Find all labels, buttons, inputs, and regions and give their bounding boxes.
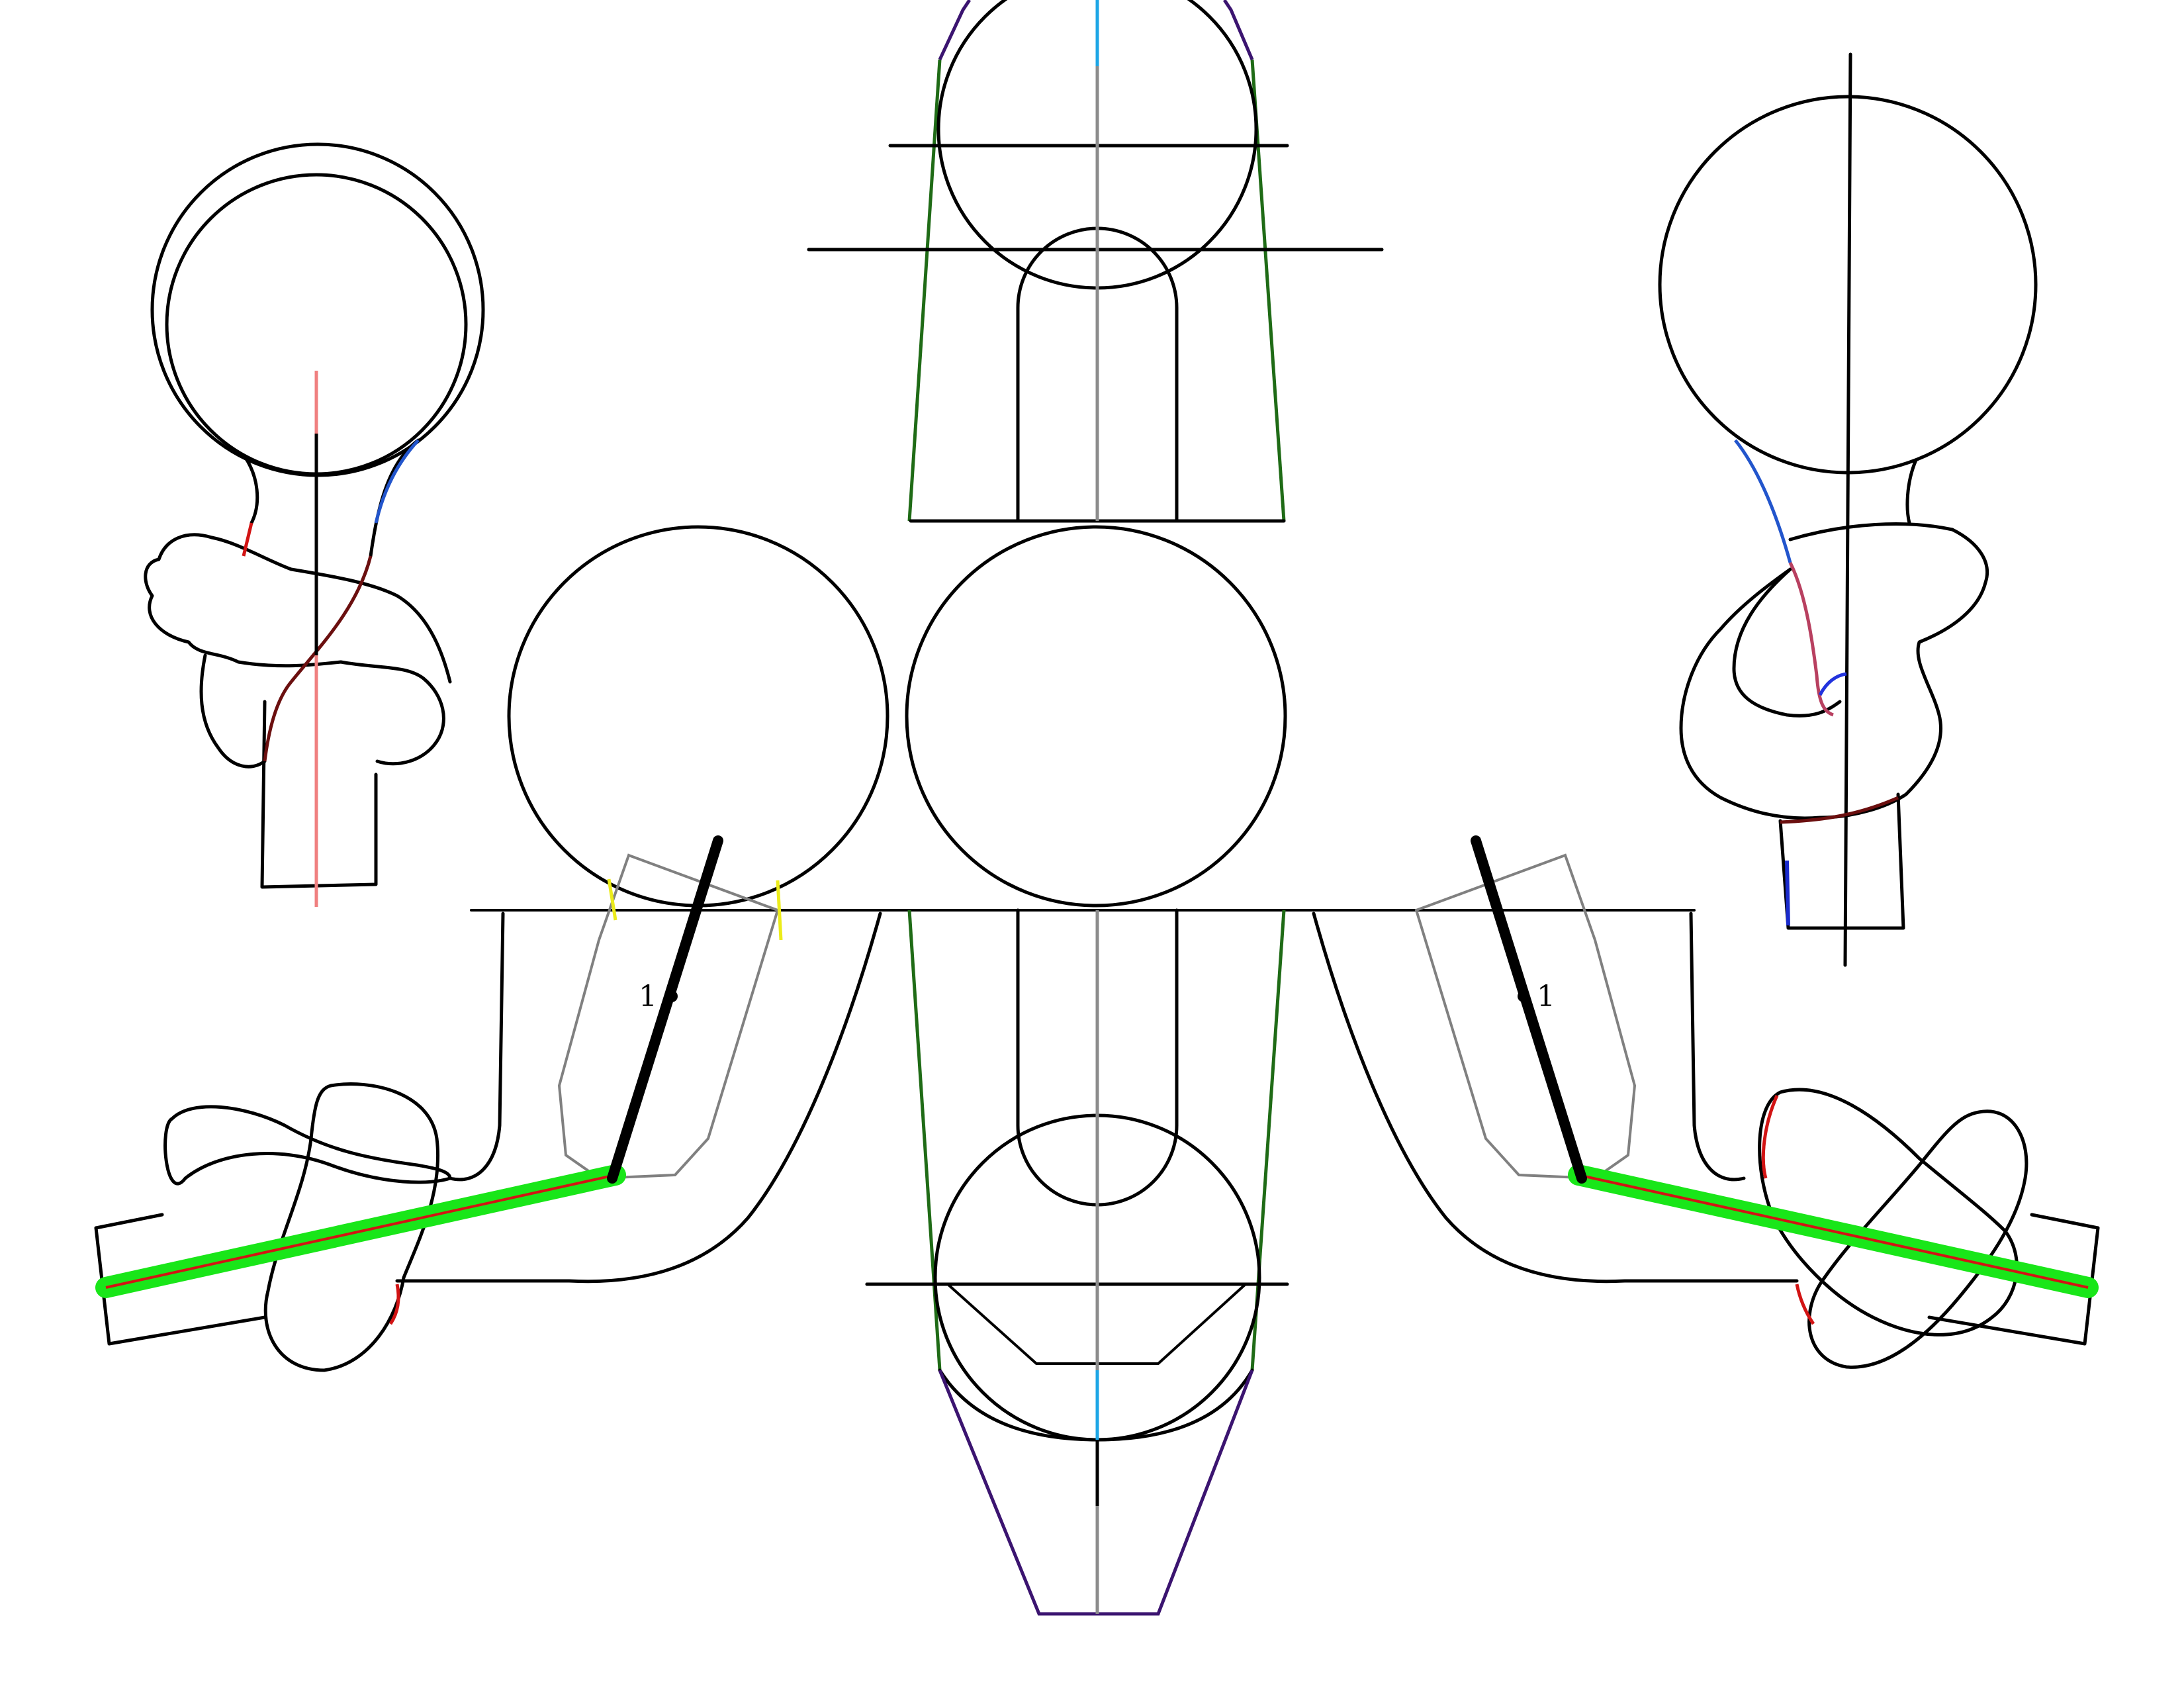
bottom-right-elbow: 1 [1312,835,2100,1369]
bottom-right-knot-loop-1 [1758,1088,2019,1336]
top-right-blue-edge [1734,439,1792,563]
top-left-red-edge [242,522,253,557]
bottom-left-elbow-outer [395,912,882,1284]
bottom-right-pipe-top [2030,1213,2100,1230]
middle-right-circle [905,525,1287,908]
bottom-center-body [865,908,1289,1616]
bottom-right-red-edge-2 [1795,1284,1815,1325]
top-left-darkred-edge [263,555,373,762]
top-right-neck-right [1905,458,1918,525]
top-right-blue-hook [1818,672,1847,696]
top-left-lower-lobe [199,653,267,769]
top-right-shaft [1778,792,1905,930]
top-right-loop-outline [1679,522,1989,820]
bottom-right-elbow-inner [1689,912,1746,1182]
bottom-right-elbow-outer [1312,912,1799,1284]
top-left-blue-edge [374,439,420,524]
bottom-right-knot-loop-2 [1807,1109,2028,1369]
bottom-right-lever [1471,835,1587,1184]
bottom-left-lever [607,835,723,1184]
top-purple-bevel-left [938,0,972,61]
top-left-knot-view [144,142,485,907]
top-left-taper-line [907,59,942,522]
top-purple-bevel-right [1222,0,1254,60]
top-left-loop-top [210,536,452,684]
top-left-neck-left [243,455,259,525]
top-center-view [807,0,1384,523]
bottom-left-pipe-top [94,1213,164,1230]
bottom-right-pipe-bottom [1927,1315,2087,1346]
bottom-left-elbow: 1 [94,835,882,1372]
bottom-left-pivot-dot [666,990,678,1002]
top-right-inner-loop [1732,567,1842,718]
middle-left-circle [507,525,889,908]
bottom-right-ghost-tube [1414,853,1637,1180]
middle-row [470,525,1696,912]
bottom-right-red-axis [1578,1174,2089,1289]
bottom-left-marker-label: 1 [639,980,657,1013]
top-left-shaft [260,700,378,889]
bottom-left-yellow-tick-2 [776,880,783,941]
bottom-left-red-edge [388,1284,400,1325]
bottom-left-yellow-tick-1 [607,878,617,921]
bottom-left-knot-loop-2 [263,1082,439,1372]
bottom-left-red-axis [105,1174,616,1289]
top-right-axis [1843,52,1852,967]
top-right-pink-edge [1788,561,1834,717]
bottom-left-elbow-inner [448,912,505,1182]
top-left-loop-outline [144,533,445,766]
bottom-right-red-edge [1761,1094,1779,1179]
bottom-left-knot-loop-1 [163,1105,452,1186]
top-right-knot-view [1658,52,2038,967]
top-right-blue-tick [1785,860,1790,926]
bottom-left-pipe-bottom [107,1315,267,1346]
bottom-right-pivot-dot [1518,990,1529,1002]
bottom-right-marker-label: 1 [1537,980,1555,1013]
top-right-darkred-edge [1780,796,1899,824]
